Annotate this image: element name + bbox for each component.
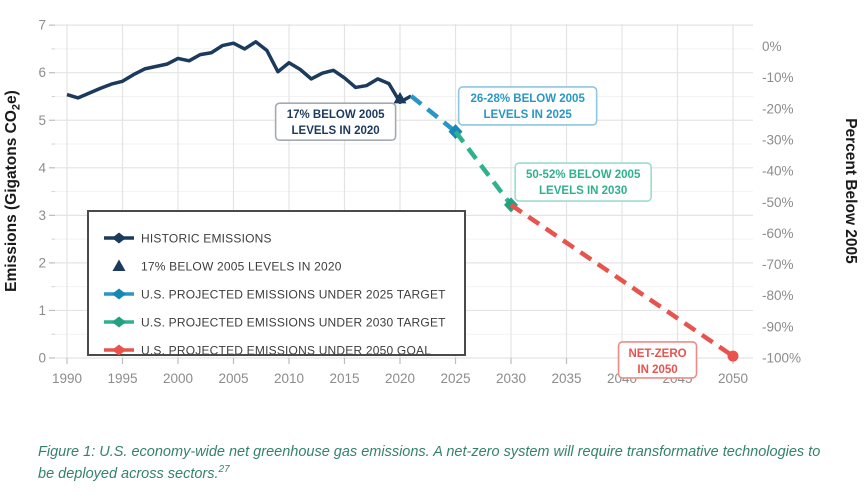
svg-text:-40%: -40% — [762, 164, 794, 179]
svg-text:2: 2 — [38, 255, 46, 270]
svg-text:-60%: -60% — [762, 226, 794, 241]
svg-text:17% BELOW 2005 LEVELS IN 2020: 17% BELOW 2005 LEVELS IN 2020 — [141, 260, 342, 274]
legend-item-historic-emissions: HISTORIC EMISSIONS — [104, 232, 272, 246]
figure-caption-text: Figure 1: U.S. economy-wide net greenhou… — [38, 444, 821, 482]
svg-text:1: 1 — [38, 303, 46, 318]
svg-text:-50%: -50% — [762, 195, 794, 210]
legend-item-projected-2025: U.S. PROJECTED EMISSIONS UNDER 2025 TARG… — [104, 288, 446, 302]
svg-text:17% BELOW 2005: 17% BELOW 2005 — [287, 109, 385, 121]
svg-text:-90%: -90% — [762, 319, 794, 334]
svg-text:2005: 2005 — [218, 371, 248, 386]
svg-text:2050: 2050 — [718, 371, 748, 386]
svg-text:2000: 2000 — [163, 371, 193, 386]
svg-text:1995: 1995 — [107, 371, 137, 386]
svg-text:U.S. PROJECTED EMISSIONS UNDER: U.S. PROJECTED EMISSIONS UNDER 2050 GOAL — [141, 344, 431, 358]
svg-text:-80%: -80% — [762, 288, 794, 303]
figure-caption: Figure 1: U.S. economy-wide net greenhou… — [38, 441, 838, 485]
svg-text:LEVELS IN 2030: LEVELS IN 2030 — [539, 185, 627, 197]
svg-text:Emissions (Gigatons CO2e): Emissions (Gigatons CO2e) — [3, 90, 23, 292]
legend-item-projected-2030: U.S. PROJECTED EMISSIONS UNDER 2030 TARG… — [104, 316, 446, 330]
svg-text:26-28% BELOW 2005: 26-28% BELOW 2005 — [470, 93, 585, 105]
svg-text:5: 5 — [38, 113, 46, 128]
svg-text:0: 0 — [38, 351, 46, 366]
svg-text:U.S. PROJECTED EMISSIONS UNDER: U.S. PROJECTED EMISSIONS UNDER 2030 TARG… — [141, 316, 446, 330]
axis-ticks — [49, 24, 734, 364]
svg-text:-70%: -70% — [762, 257, 794, 272]
svg-text:-100%: -100% — [762, 351, 801, 366]
svg-text:Percent Below 2005: Percent Below 2005 — [842, 118, 859, 264]
svg-text:HISTORIC EMISSIONS: HISTORIC EMISSIONS — [141, 232, 272, 246]
right-axis-title: Percent Below 2005 — [842, 118, 859, 264]
annotation-2030-target: 50-52% BELOW 2005 LEVELS IN 2030 — [514, 162, 652, 202]
svg-text:-30%: -30% — [762, 132, 794, 147]
marker-17pct-2020 — [393, 91, 407, 104]
svg-text:7: 7 — [38, 18, 46, 33]
svg-text:U.S. PROJECTED EMISSIONS UNDER: U.S. PROJECTED EMISSIONS UNDER 2025 TARG… — [141, 288, 446, 302]
projected-2050 — [509, 203, 739, 362]
svg-text:2010: 2010 — [274, 371, 304, 386]
annotation-net-zero-2050: NET-ZERO IN 2050 — [617, 341, 698, 379]
svg-text:2020: 2020 — [385, 371, 415, 386]
svg-text:2030: 2030 — [496, 371, 526, 386]
svg-text:50-52% BELOW 2005: 50-52% BELOW 2005 — [526, 169, 641, 181]
svg-text:LEVELS IN 2025: LEVELS IN 2025 — [484, 109, 573, 121]
figure-caption-footnote: 27 — [218, 464, 230, 476]
svg-text:6: 6 — [38, 65, 46, 80]
annotation-17pct-2020: 17% BELOW 2005 LEVELS IN 2020 — [274, 102, 397, 141]
annotation-2025-target: 26-28% BELOW 2005 LEVELS IN 2025 — [457, 86, 598, 126]
svg-text:2035: 2035 — [551, 371, 581, 386]
y-tick-labels-right: 0% -10% -20% -30% -40% -50% -60% -70% -80% -90% -1… — [762, 39, 801, 365]
svg-text:IN 2050: IN 2050 — [637, 364, 677, 376]
historic-emissions — [66, 40, 412, 104]
svg-text:2015: 2015 — [329, 371, 359, 386]
svg-text:NET-ZERO: NET-ZERO — [628, 348, 686, 360]
legend-item-projected-2050: U.S. PROJECTED EMISSIONS UNDER 2050 GOAL — [104, 344, 431, 358]
left-axis-title: Emissions (Gigatons CO2e) — [3, 90, 23, 292]
svg-text:-10%: -10% — [762, 70, 794, 85]
legend: HISTORIC EMISSIONS 17% BELOW 2005 LEVELS … — [87, 210, 466, 358]
svg-text:3: 3 — [38, 208, 46, 223]
y-tick-labels-left: 0 1 2 3 4 5 6 7 — [38, 18, 46, 366]
emissions-chart: 1990 1995 2000 2005 2010 2015 2020 2025 2030 2035… — [3, 18, 859, 386]
svg-text:0%: 0% — [762, 39, 782, 54]
svg-text:2025: 2025 — [440, 371, 470, 386]
svg-text:LEVELS IN 2020: LEVELS IN 2020 — [292, 125, 380, 137]
svg-text:-20%: -20% — [762, 101, 794, 116]
svg-text:4: 4 — [38, 160, 46, 175]
svg-text:1990: 1990 — [52, 371, 82, 386]
legend-item-marker-17pct-2020: 17% BELOW 2005 LEVELS IN 2020 — [112, 259, 342, 274]
